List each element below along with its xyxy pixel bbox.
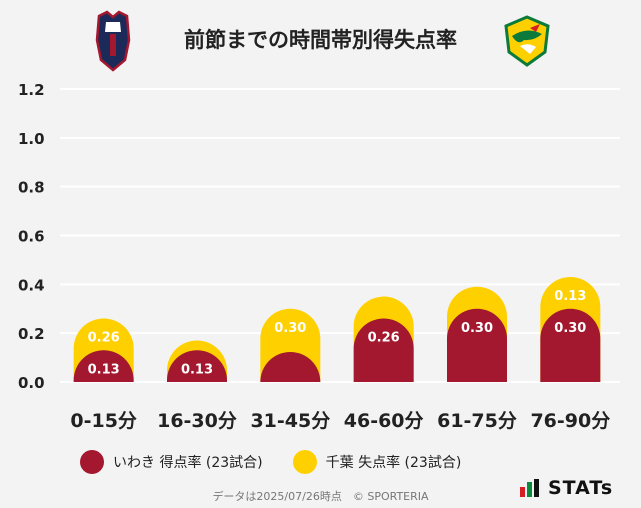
- legend-swatch-iwaki: [80, 450, 104, 474]
- y-tick-label: 1.2: [18, 81, 45, 99]
- data-label-chiba: 0.26: [88, 331, 120, 346]
- legend-label-iwaki: いわき 得点率 (23試合): [113, 455, 263, 471]
- data-label-chiba: 0.30: [274, 321, 306, 336]
- y-tick-label: 0.0: [18, 374, 45, 392]
- data-label-iwaki: 0.13: [88, 362, 120, 377]
- y-tick-label: 1.0: [18, 130, 45, 148]
- stats-brand: STATs: [520, 477, 613, 499]
- legend-item-iwaki: いわき 得点率 (23試合): [80, 450, 263, 474]
- footer-note: データは2025/07/26時点 © SPORTERIA: [212, 490, 429, 503]
- data-label-chiba: 0.13: [554, 289, 586, 304]
- x-category-label: 31-45分: [250, 410, 330, 432]
- x-category-label: 61-75分: [437, 410, 517, 432]
- legend-item-chiba: 千葉 失点率 (23試合): [292, 450, 462, 474]
- legend-swatch-chiba: [292, 450, 317, 474]
- bars: [73, 277, 601, 382]
- y-tick-label: 0.2: [18, 325, 45, 343]
- x-category-label: 0-15分: [70, 410, 137, 432]
- data-label-iwaki: 0.30: [554, 321, 586, 336]
- bar-iwaki: [167, 350, 228, 382]
- bar-iwaki: [260, 352, 321, 382]
- y-axis-tick-labels: 0.0 0.2 0.4 0.6 0.8 1.0 1.2: [18, 81, 45, 392]
- bar-iwaki: [540, 308, 601, 382]
- stats-brand-text: STATs: [548, 477, 614, 499]
- jef-chiba-logo-icon: [504, 15, 550, 67]
- legend-label-chiba: 千葉 失点率 (23試合): [325, 455, 462, 471]
- chart-title: 前節までの時間帯別得失点率: [184, 28, 457, 52]
- x-category-label: 16-30分: [157, 410, 237, 432]
- grid-lines: [60, 88, 620, 383]
- x-category-label: 46-60分: [344, 410, 424, 432]
- iwaki-fc-logo-icon: [95, 10, 131, 72]
- stats-logo-icon: [520, 479, 539, 497]
- data-label-iwaki: 0.30: [461, 321, 493, 336]
- data-labels: 0.13 0.26 0.13 0.30 0.26 0.30 0.30 0.13: [88, 289, 587, 377]
- bar-iwaki: [73, 350, 134, 382]
- y-tick-label: 0.6: [18, 228, 45, 246]
- x-axis-category-labels: 0-15分 16-30分 31-45分 46-60分 61-75分 76-90分: [70, 410, 610, 432]
- x-category-label: 76-90分: [530, 410, 610, 432]
- y-tick-label: 0.8: [18, 179, 45, 197]
- bar-iwaki: [447, 308, 507, 382]
- data-label-iwaki: 0.26: [368, 331, 400, 346]
- legend: いわき 得点率 (23試合) 千葉 失点率 (23試合): [80, 449, 491, 475]
- y-tick-label: 0.4: [18, 276, 45, 294]
- bar-iwaki: [353, 318, 414, 382]
- data-label-iwaki: 0.13: [181, 362, 213, 377]
